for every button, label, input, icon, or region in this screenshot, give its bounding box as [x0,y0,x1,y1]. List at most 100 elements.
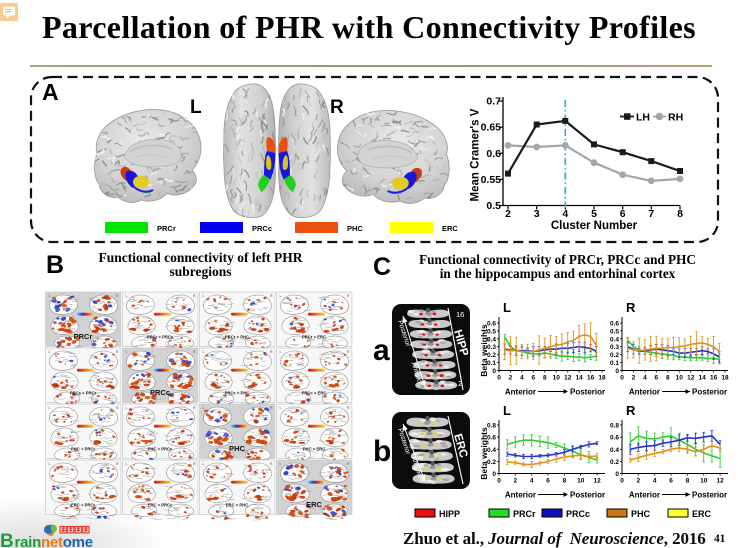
svg-text:0.6: 0.6 [486,148,501,160]
svg-text:0.5: 0.5 [486,200,501,212]
svg-text:Anterior: Anterior [629,388,660,397]
svg-text:PRCr > ERC: PRCr > ERC [302,334,326,339]
svg-text:R: R [270,294,273,298]
svg-text:2: 2 [505,208,511,220]
svg-text:0: 0 [497,375,501,382]
svg-text:R: R [347,350,350,354]
svg-text:HIPP: HIPP [439,509,460,519]
svg-text:Mean Cramer's V: Mean Cramer's V [470,108,482,201]
svg-text:12: 12 [716,478,724,485]
svg-text:R: R [626,300,636,315]
svg-text:0: 0 [497,478,501,485]
svg-text:0.4: 0.4 [487,336,496,343]
svg-text:3: 3 [534,208,540,220]
svg-text:PRCc > PHC: PRCc > PHC [225,390,250,395]
svg-text:R: R [347,294,350,298]
svg-text:0.3: 0.3 [487,344,496,351]
svg-text:R: R [193,462,196,466]
svg-text:2: 2 [513,478,517,485]
svg-text:0.4: 0.4 [610,447,619,454]
svg-text:Posterior: Posterior [570,388,605,397]
svg-text:6: 6 [654,375,658,382]
svg-text:6: 6 [546,478,550,485]
svg-text:L: L [49,350,51,354]
svg-text:2: 2 [458,379,462,388]
svg-text:4: 4 [643,375,647,382]
svg-text:R: R [270,350,273,354]
svg-text:Posterior: Posterior [570,491,605,500]
svg-text:PRCr: PRCr [74,332,93,341]
svg-text:ERC: ERC [692,509,712,519]
svg-text:L: L [280,350,282,354]
svg-text:R: R [116,406,119,410]
svg-text:8: 8 [686,478,690,485]
svg-text:0.6: 0.6 [610,321,619,328]
svg-text:0: 0 [615,368,619,375]
svg-text:0.3: 0.3 [610,344,619,351]
svg-text:PRCr > PHC: PRCr > PHC [225,334,249,339]
svg-text:Cluster Number: Cluster Number [551,220,638,232]
svg-text:Anterior: Anterior [629,491,660,500]
svg-text:16: 16 [710,375,718,382]
svg-text:PHC > ERC: PHC > ERC [303,446,325,451]
svg-text:8: 8 [677,208,683,220]
svg-text:0.4: 0.4 [610,336,619,343]
svg-text:0.1: 0.1 [610,360,619,367]
svg-text:10: 10 [676,375,684,382]
svg-text:R: R [626,403,636,418]
svg-text:B: B [0,531,14,548]
svg-text:12: 12 [687,375,695,382]
svg-text:0.6: 0.6 [487,435,496,442]
svg-text:14: 14 [575,375,583,382]
svg-text:6: 6 [531,375,535,382]
svg-text:8: 8 [666,375,670,382]
svg-text:ERC: ERC [306,500,322,509]
svg-text:L: L [280,294,282,298]
svg-text:0.5: 0.5 [610,328,619,335]
svg-text:Beta weights: Beta weights [479,324,489,377]
svg-text:0.6: 0.6 [610,435,619,442]
svg-text:16: 16 [587,375,595,382]
svg-text:10: 10 [577,478,585,485]
svg-text:2: 2 [636,478,640,485]
svg-text:L: L [280,406,282,410]
svg-text:L: L [126,406,128,410]
svg-text:L: L [49,406,51,410]
svg-text:10: 10 [553,375,561,382]
svg-text:L: L [203,350,205,354]
svg-text:6: 6 [669,478,673,485]
svg-text:RH: RH [668,112,683,124]
svg-text:R: R [270,406,273,410]
svg-text:0.6: 0.6 [487,321,496,328]
svg-text:R: R [193,350,196,354]
svg-text:L: L [126,350,128,354]
svg-text:4: 4 [520,375,524,382]
svg-text:L: L [49,462,51,466]
svg-text:0: 0 [492,471,496,478]
svg-text:2: 2 [632,375,636,382]
svg-text:0.8: 0.8 [487,423,496,430]
svg-text:Beta weights: Beta weights [479,427,489,480]
svg-text:18: 18 [598,375,606,382]
svg-text:PRCc > ERC: PRCc > ERC [302,390,327,395]
svg-text:2: 2 [509,375,513,382]
svg-text:L: L [203,462,205,466]
svg-text:7: 7 [648,208,654,220]
svg-text:0.8: 0.8 [610,423,619,430]
svg-text:R: R [270,462,273,466]
svg-text:0.7: 0.7 [486,96,501,108]
svg-text:PRCc: PRCc [150,388,170,397]
svg-text:L: L [203,294,205,298]
svg-text:0.2: 0.2 [610,352,619,359]
svg-text:R: R [116,462,119,466]
svg-text:0.55: 0.55 [481,174,502,186]
svg-text:8: 8 [543,375,547,382]
svg-text:PRCc > PRCr: PRCc > PRCr [70,390,97,395]
svg-text:L: L [126,462,128,466]
svg-text:4: 4 [653,478,657,485]
svg-text:Posterior: Posterior [692,491,727,500]
svg-text:L: L [126,294,128,298]
svg-text:6: 6 [620,208,626,220]
svg-text:0: 0 [620,478,624,485]
svg-text:PHC: PHC [631,509,651,519]
